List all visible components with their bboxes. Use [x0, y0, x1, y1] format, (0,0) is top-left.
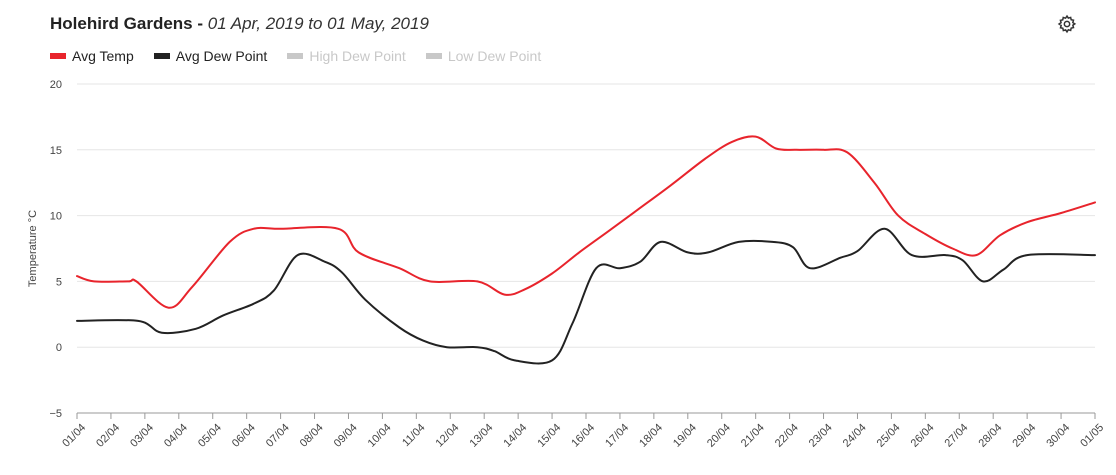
legend-item-avg-dew-point[interactable]: Avg Dew Point — [153, 48, 268, 64]
x-tick-label: 27/04 — [943, 422, 971, 450]
x-tick-label: 09/04 — [332, 422, 360, 450]
legend-swatch — [153, 53, 170, 59]
series-line-avg-temp — [76, 135, 1096, 309]
x-tick-label: 12/04 — [434, 422, 462, 450]
y-tick-label: 10 — [50, 211, 62, 223]
legend-label: Low Dew Point — [447, 48, 542, 64]
x-tick-label: 05/04 — [196, 422, 224, 450]
x-tick-label: 11/04 — [400, 422, 427, 449]
legend-item-low-dew-point[interactable]: Low Dew Point — [425, 48, 542, 64]
legend-label: Avg Dew Point — [175, 48, 268, 64]
chart-legend: Avg Temp Avg Dew Point High Dew Point Lo… — [50, 48, 541, 64]
x-tick-label: 18/04 — [637, 422, 665, 450]
legend-label: Avg Temp — [72, 48, 134, 64]
y-tick-label: 15 — [50, 145, 62, 157]
x-tick-label: 28/04 — [976, 422, 1004, 450]
x-tick-label: 02/04 — [94, 422, 122, 450]
x-tick-label: 24/04 — [841, 422, 869, 450]
x-tick-label: 23/04 — [807, 422, 835, 450]
x-tick-label: 26/04 — [909, 422, 937, 450]
legend-item-avg-temp[interactable]: Avg Temp — [50, 48, 134, 64]
x-tick-label: 08/04 — [298, 422, 326, 450]
x-tick-label: 16/04 — [569, 422, 597, 450]
y-axis-label: Temperature °C — [27, 210, 39, 287]
x-tick-label: 15/04 — [535, 422, 563, 450]
x-tick-label: 19/04 — [671, 422, 699, 450]
y-tick-label: 0 — [56, 342, 62, 354]
x-tick-label: 14/04 — [501, 422, 529, 450]
x-tick-label: 21/04 — [739, 422, 767, 450]
x-tick-label: 07/04 — [264, 422, 292, 450]
gear-icon[interactable] — [1057, 14, 1077, 34]
x-tick-label: 30/04 — [1044, 422, 1072, 450]
date-range: 01 Apr, 2019 to 01 May, 2019 — [207, 14, 429, 33]
x-tick-label: 06/04 — [230, 422, 258, 450]
x-tick-label: 22/04 — [773, 422, 801, 450]
x-tick-label: 13/04 — [467, 422, 495, 450]
x-tick-label: 17/04 — [603, 422, 631, 450]
x-tick-label: 20/04 — [705, 422, 733, 450]
x-tick-label: 04/04 — [162, 422, 190, 450]
x-tick-label: 29/04 — [1010, 422, 1038, 450]
series-line-avg-dew-point — [76, 227, 1096, 365]
y-tick-label: 5 — [56, 276, 62, 288]
legend-label: High Dew Point — [309, 48, 406, 64]
x-tick-label: 01/05 — [1078, 422, 1106, 450]
x-tick-label: 10/04 — [366, 422, 394, 450]
x-tick-label: 03/04 — [128, 422, 156, 450]
legend-swatch — [287, 53, 304, 59]
x-tick-label: 25/04 — [875, 422, 903, 450]
legend-item-high-dew-point[interactable]: High Dew Point — [287, 48, 406, 64]
y-tick-label: 20 — [50, 79, 62, 91]
legend-swatch — [425, 53, 442, 59]
chart-title: Holehird Gardens - 01 Apr, 2019 to 01 Ma… — [50, 14, 429, 34]
legend-swatch — [50, 53, 66, 59]
y-tick-label: −5 — [49, 408, 62, 420]
location-name: Holehird Gardens - — [50, 14, 204, 33]
x-tick-label: 01/04 — [60, 422, 88, 450]
